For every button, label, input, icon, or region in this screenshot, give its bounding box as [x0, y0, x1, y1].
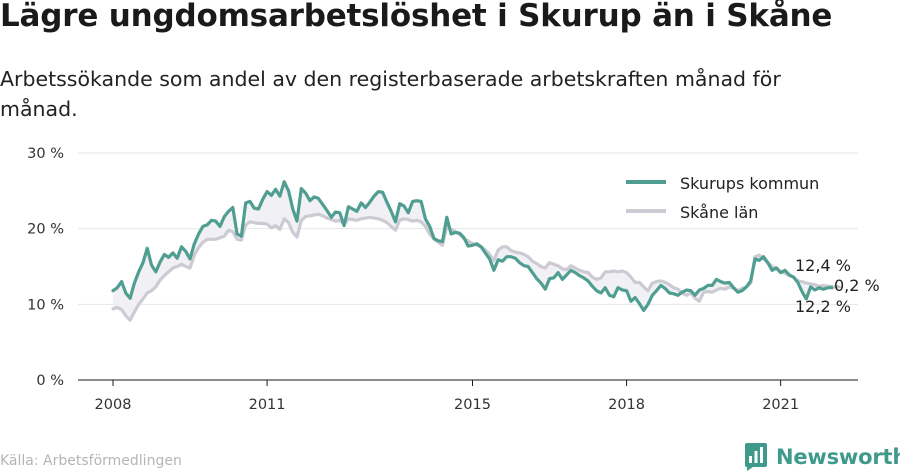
x-tick-label: 2021: [762, 397, 799, 413]
difference-bracket: [833, 285, 841, 289]
legend-label-skurup: Skurups kommun: [680, 174, 819, 193]
chart-subtitle: Arbetssökande som andel av den registerb…: [0, 67, 781, 121]
x-tick-label: 2015: [454, 397, 491, 413]
brand-name: Newsworthy: [776, 445, 900, 469]
annotation-skurup-last: 12,2 %: [795, 297, 851, 316]
y-tick-label: 30 %: [27, 146, 64, 162]
brand-logo: Newsworthy: [744, 440, 900, 474]
source-note: Källa: Arbetsförmedlingen: [0, 453, 182, 469]
newsworthy-logo-icon: [745, 443, 767, 471]
axis-layer: 0 % 10 % 20 % 30 % 2008 2011 2015 2018 2021: [27, 146, 799, 413]
x-tick-label: 2018: [608, 397, 645, 413]
x-tick-label: 2011: [249, 397, 286, 413]
series-line-skurup: [111, 180, 834, 312]
series-layer: [111, 180, 841, 322]
end-annotations: 12,4 % 0,2 % 12,2 %: [795, 256, 880, 316]
chart-title: Lägre ungdomsarbetslöshet i Skurup än i …: [0, 0, 833, 34]
legend: Skurups kommun Skåne län: [626, 174, 819, 222]
legend-label-skane: Skåne län: [680, 203, 758, 222]
annotation-skane-last: 12,4 %: [795, 256, 851, 275]
y-tick-label: 20 %: [27, 222, 64, 238]
annotation-difference: 0,2 %: [834, 276, 880, 295]
x-tick-label: 2008: [95, 397, 132, 413]
y-tick-label: 10 %: [27, 297, 64, 313]
y-tick-label: 0 %: [36, 373, 64, 389]
